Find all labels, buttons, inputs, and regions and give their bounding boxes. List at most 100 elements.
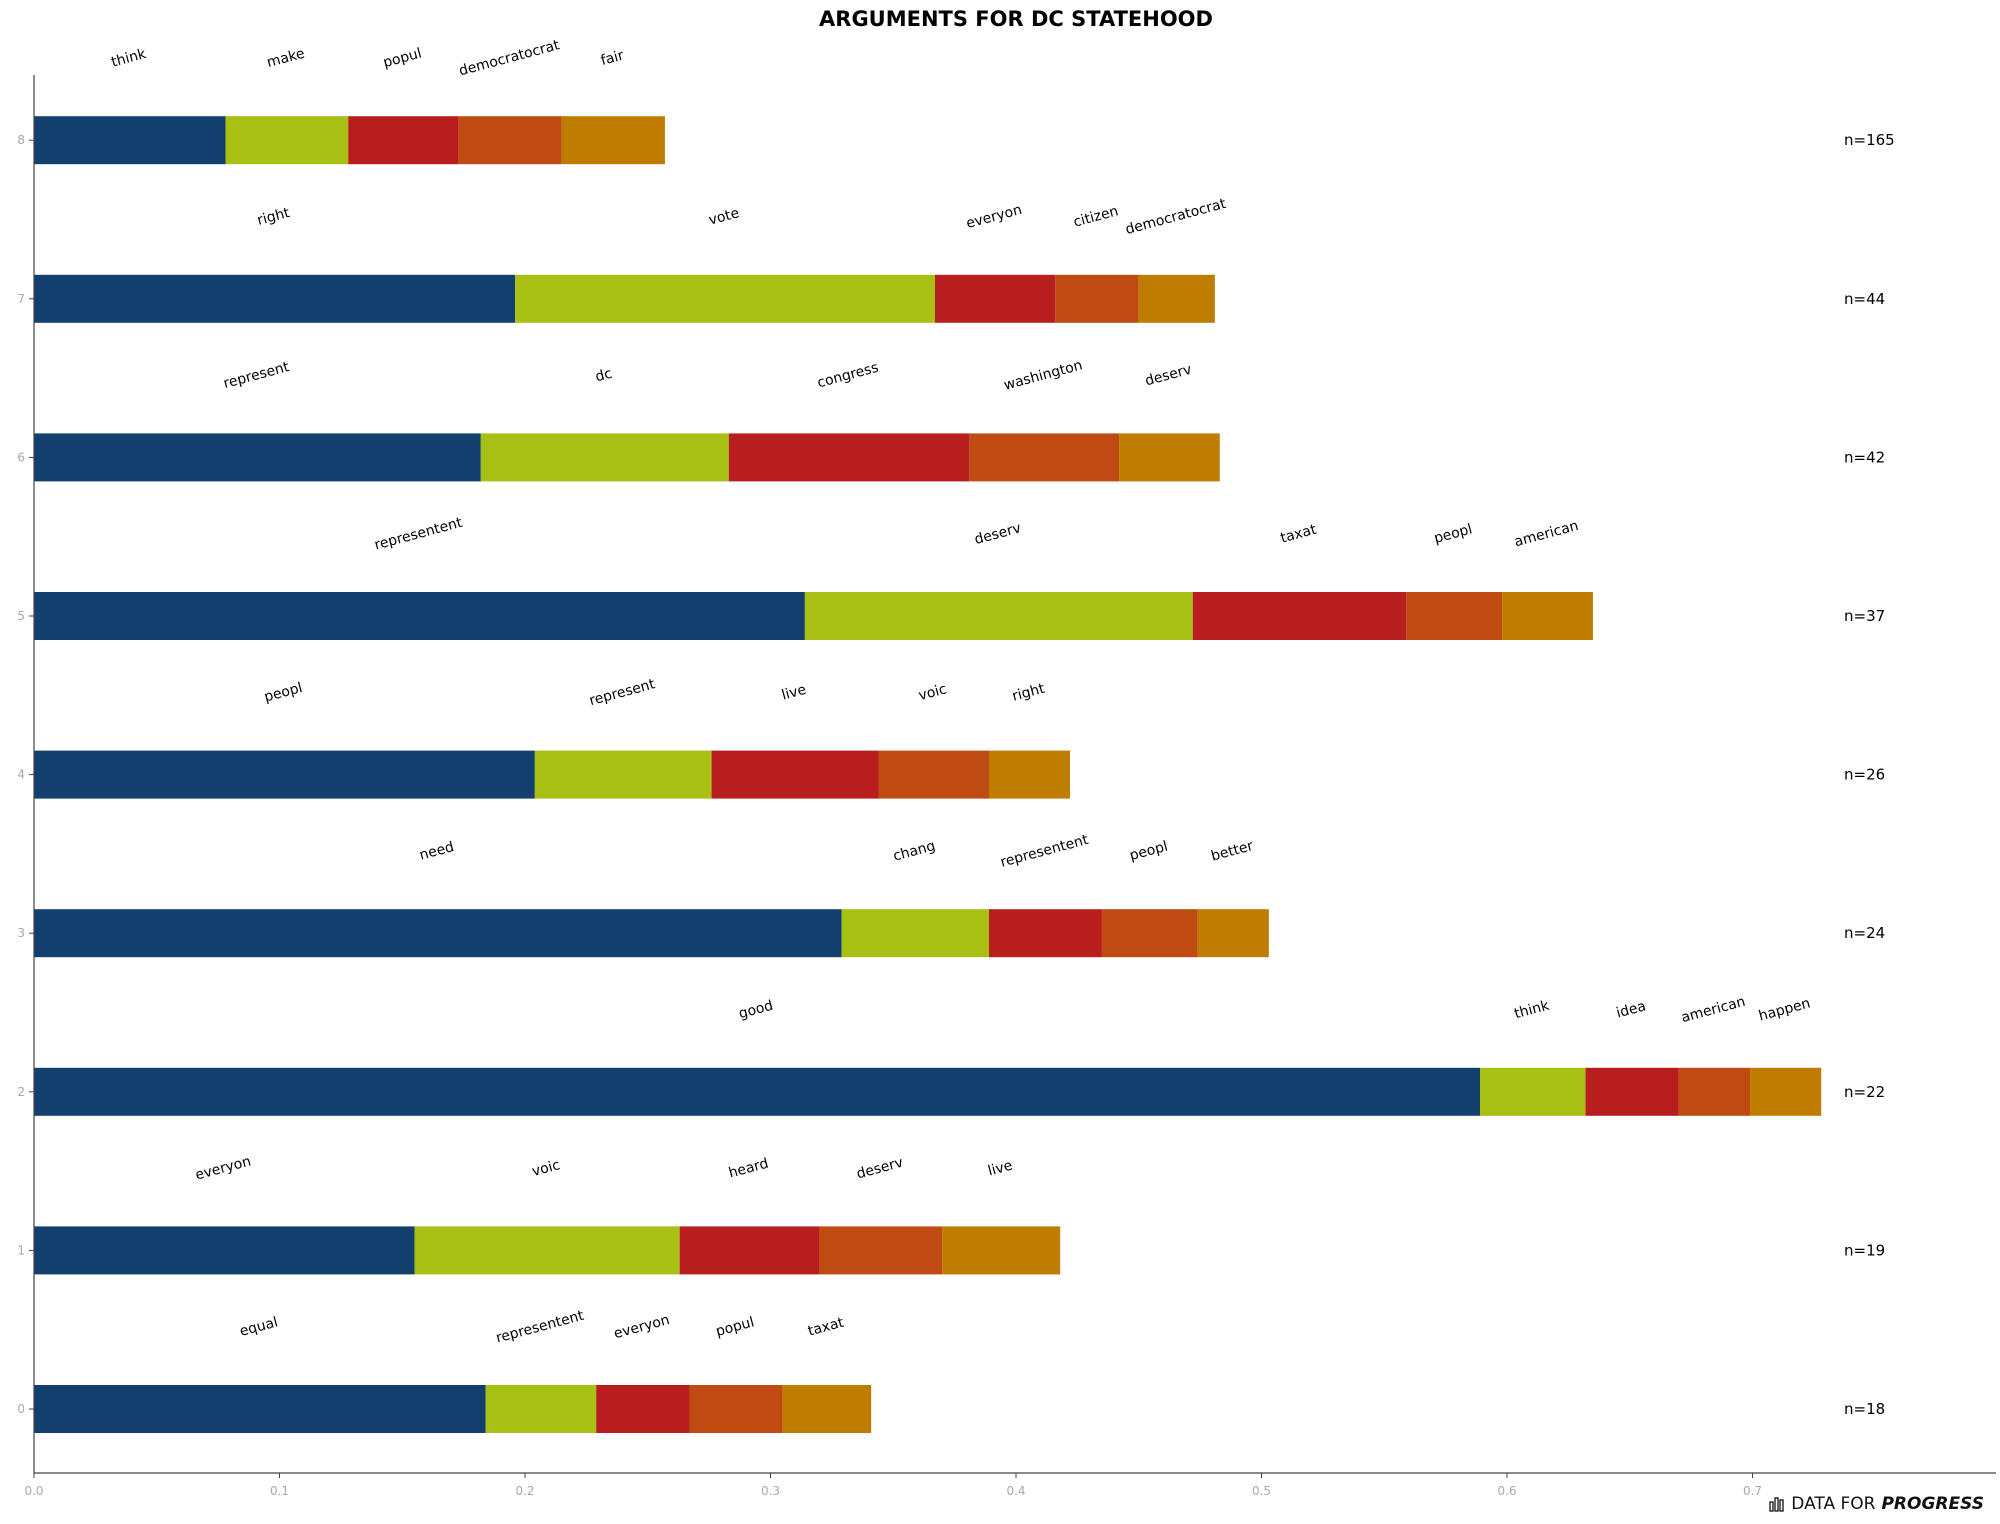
bar-segment xyxy=(711,750,879,799)
sample-size-label: n=22 xyxy=(1844,1083,1885,1101)
brand-prefix: DATA FOR xyxy=(1791,1494,1876,1514)
bar-segment xyxy=(819,1226,943,1275)
segment-word-label: vote xyxy=(707,205,741,228)
bar-segment xyxy=(348,116,459,165)
segment-word-label: representent xyxy=(373,515,465,554)
segment-word-label: deserv xyxy=(1143,362,1193,390)
bar-segment xyxy=(969,433,1120,482)
chart-title: ARGUMENTS FOR DC STATEHOOD xyxy=(819,7,1213,31)
bar-segment xyxy=(225,116,349,165)
segment-word-label: fair xyxy=(599,48,626,70)
bar-segment xyxy=(561,116,665,165)
segment-word-label: everyon xyxy=(194,1153,253,1183)
segment-word-label: make xyxy=(265,46,306,71)
bar-segment xyxy=(1479,1067,1586,1116)
bar-segment xyxy=(988,750,1071,799)
y-tick-label: 0 xyxy=(17,1402,25,1416)
bar-chart-icon xyxy=(1769,1497,1784,1512)
segment-word-label: democratocrat xyxy=(457,37,561,79)
segment-word-label: heard xyxy=(727,1156,770,1182)
y-tick-label: 7 xyxy=(17,292,25,306)
segment-word-label: dc xyxy=(594,366,614,386)
bar-segment xyxy=(782,1385,872,1433)
sample-size-label: n=24 xyxy=(1844,924,1885,942)
segment-word-label: happen xyxy=(1757,995,1812,1024)
segment-word-label: better xyxy=(1209,838,1255,865)
bar-segment xyxy=(1101,909,1198,958)
bar-segment xyxy=(1119,433,1220,482)
segment-word-label: think xyxy=(1513,997,1552,1022)
bar-segment xyxy=(988,909,1102,958)
bar-segment xyxy=(596,1385,690,1433)
x-tick-label: 0.2 xyxy=(515,1484,534,1498)
segment-word-label: live xyxy=(986,1158,1014,1180)
y-tick-label: 1 xyxy=(17,1243,25,1257)
segment-word-label: need xyxy=(418,839,456,864)
segment-word-label: deserv xyxy=(973,520,1023,548)
bar-segment xyxy=(1502,592,1593,640)
segment-word-label: equal xyxy=(238,1314,280,1340)
sample-size-label: n=42 xyxy=(1844,448,1885,466)
bar-segment xyxy=(942,1226,1061,1275)
bar-segment xyxy=(34,1385,486,1433)
sample-size-label: n=19 xyxy=(1844,1241,1885,1259)
segment-word-label: peopl xyxy=(1128,839,1170,865)
segment-word-label: taxat xyxy=(1279,522,1319,547)
segment-word-label: citizen xyxy=(1072,203,1120,230)
segment-word-label: think xyxy=(110,46,149,71)
bar-segment xyxy=(1678,1067,1751,1116)
sample-size-label: n=26 xyxy=(1844,766,1885,784)
bar-segment xyxy=(34,592,805,640)
segment-word-label: everyon xyxy=(612,1312,671,1342)
bar-segment xyxy=(1585,1067,1679,1116)
bar-segment xyxy=(485,1385,597,1433)
segment-word-label: democratocrat xyxy=(1124,196,1228,238)
bar-segment xyxy=(34,433,481,482)
x-tick-label: 0.7 xyxy=(1743,1484,1762,1498)
segment-word-label: good xyxy=(737,998,775,1022)
bar-segment xyxy=(1197,909,1269,958)
bar-segment xyxy=(689,1385,783,1433)
bar-segment xyxy=(515,274,935,323)
y-tick-label: 6 xyxy=(17,450,25,464)
bar-segment xyxy=(841,909,989,958)
x-tick-label: 0.4 xyxy=(1006,1484,1025,1498)
bar-segment xyxy=(480,433,729,482)
bar-segment xyxy=(934,274,1056,323)
bar-segment xyxy=(414,1226,680,1275)
bar-segment xyxy=(1406,592,1503,640)
segment-word-label: popul xyxy=(381,46,423,72)
sample-size-label: n=165 xyxy=(1844,131,1895,149)
bar-segment xyxy=(1055,274,1139,323)
x-tick-label: 0.0 xyxy=(24,1484,43,1498)
brand-name: PROGRESS xyxy=(1881,1494,1984,1514)
segment-word-label: live xyxy=(780,682,808,704)
segment-word-label: washington xyxy=(1002,357,1084,393)
segment-word-label: taxat xyxy=(806,1315,846,1340)
segment-word-label: represent xyxy=(222,359,292,392)
segment-word-label: represent xyxy=(588,676,658,709)
bar-segment xyxy=(728,433,970,482)
sample-size-label: n=44 xyxy=(1844,290,1885,308)
segment-word-label: voic xyxy=(917,681,949,704)
x-tick-label: 0.3 xyxy=(761,1484,780,1498)
y-tick-label: 5 xyxy=(17,609,25,623)
segment-word-label: representent xyxy=(999,832,1091,871)
bar-segment xyxy=(34,1226,415,1275)
bar-segment xyxy=(1192,592,1407,640)
segment-word-label: everyon xyxy=(964,202,1023,232)
segment-word-label: chang xyxy=(892,838,938,865)
segment-word-label: deserv xyxy=(855,1155,905,1183)
bar-segment xyxy=(1138,274,1215,323)
bar-segment xyxy=(34,274,516,323)
bar-segment xyxy=(534,750,712,799)
bar-segment xyxy=(458,116,562,165)
segment-word-label: right xyxy=(256,205,292,229)
bar-segment xyxy=(34,116,226,165)
labels-layer: think make popul democratocrat fair n=165 righ… xyxy=(110,37,1895,1418)
segment-word-label: peopl xyxy=(1432,521,1474,547)
x-tick-label: 0.6 xyxy=(1497,1484,1516,1498)
segment-word-label: popul xyxy=(714,1314,756,1340)
y-tick-label: 3 xyxy=(17,926,25,940)
